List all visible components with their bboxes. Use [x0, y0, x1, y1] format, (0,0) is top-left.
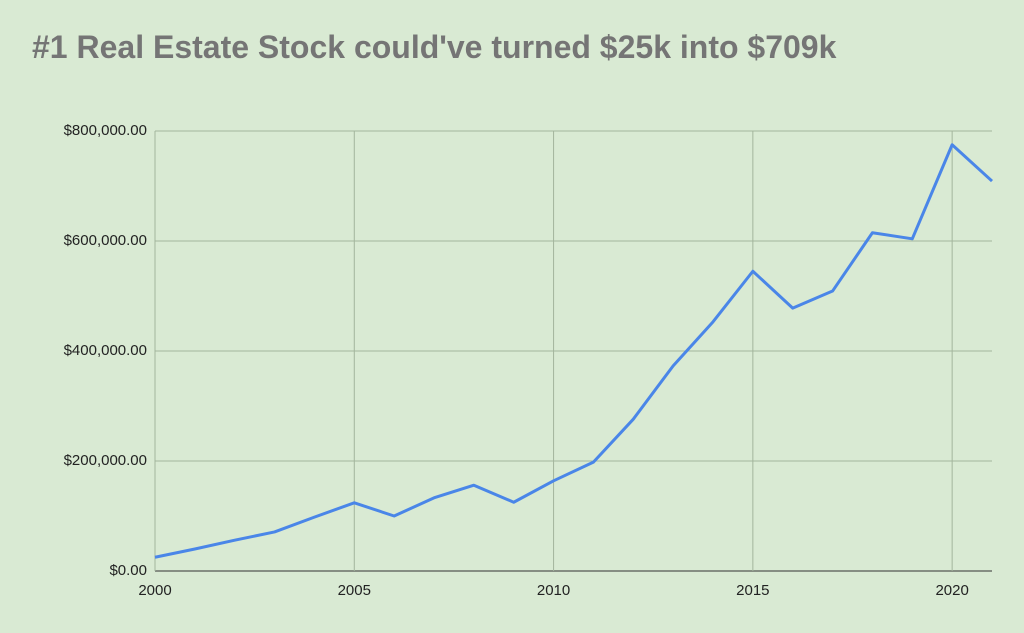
- chart-title: #1 Real Estate Stock could've turned $25…: [32, 29, 837, 65]
- y-tick-label: $200,000.00: [64, 452, 147, 469]
- x-tick-label: 2005: [338, 582, 371, 599]
- data-line: [154, 143, 994, 559]
- y-tick-label: $400,000.00: [64, 342, 147, 359]
- x-tick-label: 2020: [935, 582, 968, 599]
- y-tick-label: $800,000.00: [64, 122, 147, 139]
- y-tick-label: $600,000.00: [64, 232, 147, 249]
- x-tick-label: 2015: [736, 582, 769, 599]
- x-tick-label: 2010: [537, 582, 570, 599]
- y-tick-label: $0.00: [109, 562, 147, 579]
- x-tick-label: 2000: [138, 582, 171, 599]
